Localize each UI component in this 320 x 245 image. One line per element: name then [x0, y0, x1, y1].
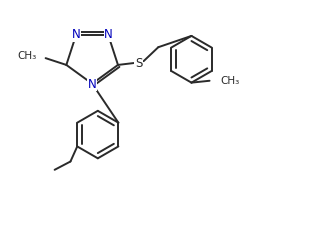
Text: CH₃: CH₃: [220, 76, 239, 86]
Text: N: N: [104, 28, 113, 41]
Text: S: S: [135, 57, 142, 70]
Text: N: N: [71, 28, 80, 41]
Text: N: N: [88, 78, 97, 91]
Text: CH₃: CH₃: [17, 51, 36, 61]
